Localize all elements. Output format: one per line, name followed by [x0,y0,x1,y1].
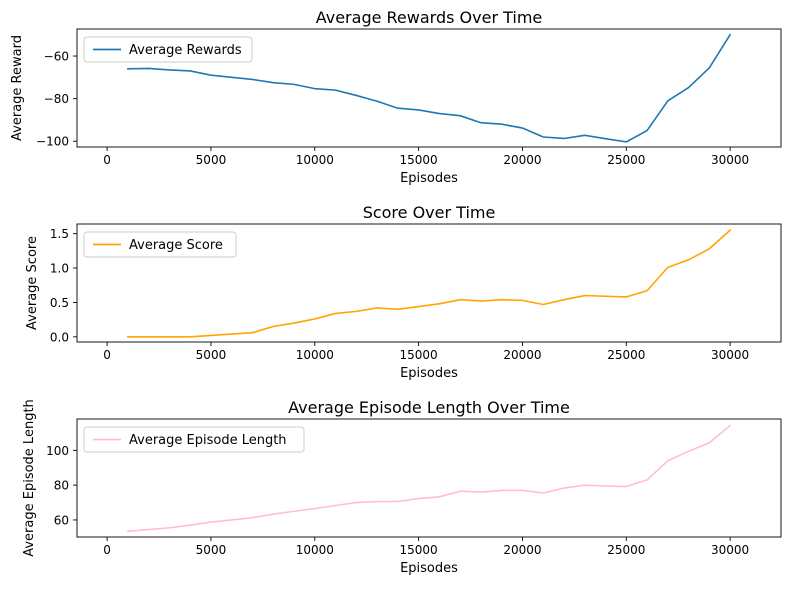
x-tick-label: 10000 [296,543,334,557]
plot-frame [76,223,782,343]
legend: Average Rewards [83,36,253,63]
x-tick-label: 5000 [196,153,227,167]
x-tick-label: 30000 [711,153,749,167]
x-tick-label: 15000 [400,543,438,557]
x-tick-label: 15000 [400,348,438,362]
y-tick-label: 1.0 [50,262,69,276]
legend-box [83,36,253,63]
y-axis-label: Average Reward [10,35,25,141]
series-line-1 [127,33,732,143]
chart-panel-2: Score Over Time 0 5000 10000 15000 20000 25000… [25,203,782,381]
x-axis-label: Episodes [400,366,458,381]
y-tick-label: 60 [54,513,69,527]
chart-panel-1: Average Rewards Over Time 0 5000 10000 15000… [10,8,782,186]
x-tick-label: 0 [103,543,111,557]
x-tick-label: 15000 [400,153,438,167]
x-tick-label: 5000 [196,348,227,362]
legend-label: Average Rewards [129,43,242,58]
y-axis-label: Average Episode Length [22,399,37,557]
legend-label: Average Score [129,238,223,253]
x-tick-label: 5000 [196,543,227,557]
y-axis-label: Average Score [25,236,40,330]
chart-panel-3: Average Episode Length Over Time 0 5000 100… [22,398,782,576]
legend: Average Score [83,231,237,258]
legend-label: Average Episode Length [129,433,287,448]
chart-title: Score Over Time [363,203,496,222]
series-line-1 [127,229,732,338]
y-tick-label: 0.0 [50,330,69,344]
y-tick-label: 0.5 [50,296,69,310]
chart-title: Average Rewards Over Time [316,8,543,27]
y-tick-label: −100 [36,135,69,149]
x-tick-label: 20000 [503,153,541,167]
x-tick-label: 10000 [296,153,334,167]
x-tick-label: 25000 [607,153,645,167]
x-tick-label: 20000 [503,543,541,557]
x-axis-label: Episodes [400,561,458,576]
x-tick-label: 30000 [711,543,749,557]
y-tick-label: 1.5 [50,227,69,241]
y-tick-label: −80 [44,92,69,106]
x-tick-label: 25000 [607,543,645,557]
legend-box [83,231,237,258]
y-tick-label: 80 [54,479,69,493]
x-tick-label: 0 [103,153,111,167]
series-line-1 [127,424,732,533]
x-tick-label: 0 [103,348,111,362]
plot-frame [76,418,782,538]
x-axis-label: Episodes [400,171,458,186]
x-tick-label: 30000 [711,348,749,362]
legend-box [83,426,305,453]
x-tick-label: 10000 [296,348,334,362]
x-tick-label: 20000 [503,348,541,362]
y-tick-label: −60 [44,50,69,64]
y-tick-label: 100 [46,444,69,458]
x-tick-label: 25000 [607,348,645,362]
legend: Average Episode Length [83,426,305,453]
plot-frame [76,28,782,148]
chart-title: Average Episode Length Over Time [288,398,570,417]
